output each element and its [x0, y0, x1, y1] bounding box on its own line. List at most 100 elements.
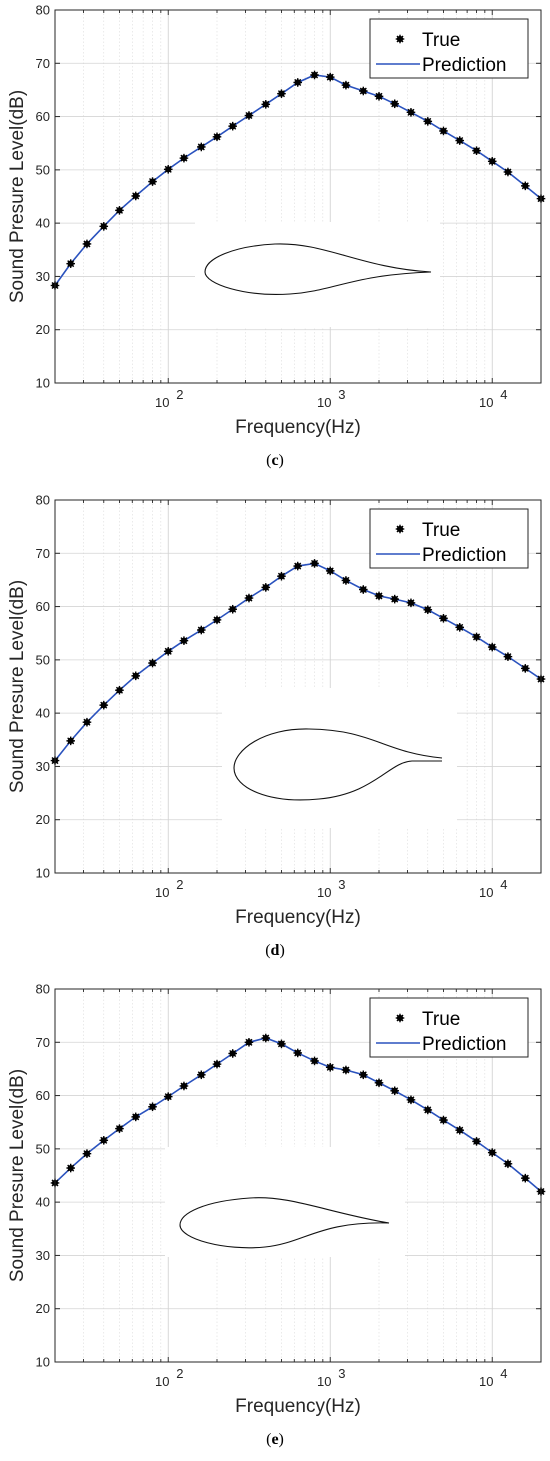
y-tick-label: 30 [36, 1248, 50, 1263]
legend-label-prediction: Prediction [422, 55, 507, 76]
x-tick-label-exponent: 2 [176, 877, 183, 892]
true-marker-point [423, 1105, 433, 1115]
caption-paren-close: ) [278, 1431, 284, 1448]
true-marker-point [455, 623, 465, 632]
true-marker-point [293, 561, 303, 571]
true-marker-point [374, 591, 384, 601]
y-tick-label: 70 [36, 56, 50, 71]
true-marker-point [148, 1102, 157, 1112]
x-tick-label: 10 [317, 395, 331, 410]
x-tick-label-exponent: 3 [338, 1366, 345, 1381]
legend-marker-true [395, 524, 405, 534]
y-axis-title: Sound Presure Level(dB) [7, 90, 28, 303]
true-marker-point [179, 1081, 189, 1091]
true-marker-point [341, 576, 351, 585]
x-tick-label: 10 [479, 395, 493, 410]
caption-paren-close: ) [278, 452, 284, 469]
chart-panel-e: 10 20 30 40 50 60 70 80 10 2 10 3 10 4 Frequency(Hz) So… [0, 979, 550, 1461]
y-tick-label: 60 [36, 1088, 50, 1103]
legend-label-prediction: Prediction [422, 1034, 507, 1055]
true-marker-point [359, 1070, 368, 1080]
true-marker-point [115, 206, 124, 215]
true-marker-point [148, 658, 157, 668]
true-marker-point [390, 1086, 399, 1096]
true-marker-point [82, 717, 92, 727]
x-tick-label: 10 [155, 1374, 169, 1389]
true-marker-point [131, 671, 141, 681]
true-marker-point [212, 132, 222, 142]
caption-paren-open: ( [265, 942, 271, 959]
true-marker-point [487, 642, 497, 652]
legend-label-true: True [422, 1009, 460, 1030]
true-marker-point [341, 1065, 351, 1075]
true-marker-point [472, 146, 481, 155]
x-tick-label: 10 [317, 1374, 331, 1389]
true-marker-point [244, 593, 254, 603]
true-marker-point [293, 1048, 303, 1058]
y-tick-label: 70 [36, 546, 50, 561]
x-tick-label: 10 [479, 1374, 493, 1389]
legend: True Prediction [369, 18, 529, 79]
panel-caption: (c) [0, 452, 550, 470]
y-tick-label: 20 [36, 322, 50, 337]
legend-label-true: True [422, 30, 460, 51]
true-marker-point [390, 594, 399, 604]
x-tick-label-exponent: 2 [176, 1366, 183, 1381]
true-marker-point [374, 1078, 384, 1088]
y-tick-label: 40 [36, 1195, 50, 1210]
caption-letter: e [271, 1431, 279, 1448]
panel-caption: (e) [0, 1431, 550, 1449]
legend-marker-true [395, 1013, 405, 1023]
chart-svg: 10 20 30 40 50 60 70 80 10 2 10 3 10 4 Frequency(Hz) So… [7, 982, 546, 1417]
x-tick-label-exponent: 3 [338, 387, 345, 402]
true-marker-point [197, 142, 206, 152]
true-marker-point [390, 99, 399, 109]
true-marker-point [66, 736, 75, 746]
y-tick-label: 60 [36, 109, 50, 124]
y-tick-label: 50 [36, 1141, 50, 1156]
true-marker-point [487, 1148, 497, 1157]
true-marker-point [66, 1163, 75, 1173]
y-tick-label: 60 [36, 599, 50, 614]
true-marker-point [521, 664, 530, 673]
y-tick-label: 40 [36, 706, 50, 721]
true-marker-point [503, 652, 513, 661]
true-marker-point [244, 111, 254, 120]
caption-paren-open: ( [266, 452, 272, 469]
true-marker-point [439, 1115, 448, 1125]
true-marker-point [359, 585, 368, 594]
true-marker-point [244, 1037, 254, 1047]
legend: True Prediction [369, 997, 529, 1058]
true-marker-point [66, 259, 75, 268]
true-marker-point [179, 153, 189, 163]
x-tick-label-exponent: 4 [500, 877, 507, 892]
caption-paren-close: ) [279, 942, 285, 959]
panel-caption: (d) [0, 942, 550, 960]
true-marker-point [163, 1092, 173, 1101]
x-tick-label: 10 [155, 885, 169, 900]
true-marker-point [261, 100, 271, 109]
true-marker-point [359, 86, 368, 96]
x-axis-title: Frequency(Hz) [235, 1396, 361, 1417]
legend-label-prediction: Prediction [422, 545, 507, 566]
x-tick-label: 10 [479, 885, 493, 900]
caption-letter: d [270, 942, 280, 959]
true-marker-point [197, 625, 206, 635]
true-marker-point [82, 1149, 92, 1158]
y-tick-label: 70 [36, 1035, 50, 1050]
true-marker-point [310, 559, 319, 568]
true-marker-point [148, 177, 157, 186]
legend: True Prediction [369, 508, 529, 569]
true-marker-point [99, 1136, 109, 1145]
true-marker-point [277, 89, 286, 98]
true-marker-point [439, 613, 448, 623]
y-tick-label: 80 [36, 493, 50, 508]
true-marker-point [406, 1095, 416, 1105]
true-marker-point [439, 126, 448, 136]
true-marker-point [261, 1033, 271, 1043]
true-marker-point [197, 1070, 206, 1080]
axes-box [54, 9, 542, 384]
y-tick-label: 30 [36, 759, 50, 774]
true-marker-point [228, 604, 237, 614]
